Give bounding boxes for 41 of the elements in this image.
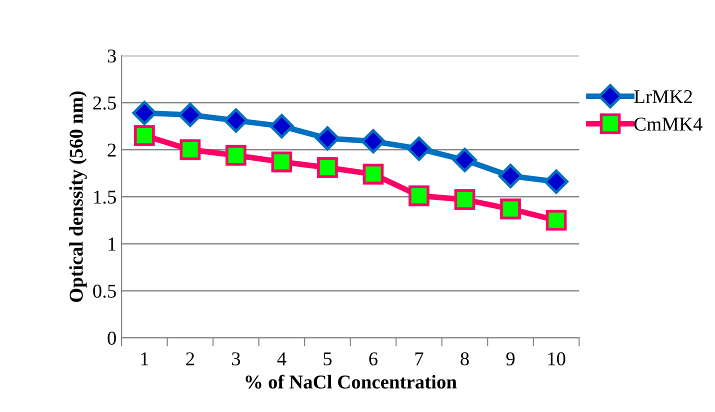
x-axis-title: % of NaCl Concentration bbox=[246, 374, 457, 389]
x-tick-label: 6 bbox=[369, 352, 378, 366]
point bbox=[132, 100, 157, 126]
point bbox=[408, 185, 430, 206]
point bbox=[224, 108, 248, 133]
y-tick-label: 0 bbox=[108, 332, 116, 345]
point bbox=[546, 210, 567, 231]
point bbox=[226, 144, 246, 166]
point bbox=[271, 152, 292, 172]
y-tick-label: 3 bbox=[108, 49, 116, 63]
point bbox=[317, 157, 338, 178]
point bbox=[362, 164, 384, 185]
y-tick-label: 1.5 bbox=[94, 190, 116, 204]
point bbox=[452, 148, 477, 172]
point bbox=[406, 136, 432, 161]
y-tick-label: 2 bbox=[108, 144, 116, 156]
x-tick-label: 4 bbox=[277, 352, 286, 366]
point bbox=[544, 169, 568, 194]
point bbox=[361, 129, 386, 154]
point bbox=[180, 139, 201, 160]
y-axis-title: Optical denssity (560 nm) bbox=[69, 91, 87, 302]
point bbox=[498, 164, 523, 188]
x-tick-label: 3 bbox=[232, 352, 240, 366]
x-tick-label: 9 bbox=[506, 352, 515, 366]
x-tick-label: 5 bbox=[324, 352, 332, 366]
x-tick-label: 8 bbox=[460, 352, 469, 366]
point bbox=[178, 102, 202, 128]
point bbox=[500, 198, 521, 220]
x-tick-label: 10 bbox=[548, 352, 566, 366]
y-tick-label: 1 bbox=[108, 238, 116, 251]
point bbox=[454, 189, 476, 210]
x-tick-label: 2 bbox=[186, 352, 194, 366]
point bbox=[315, 126, 340, 151]
x-tick-label: 7 bbox=[415, 352, 424, 366]
legend-label: LrMK2 bbox=[634, 90, 692, 104]
legend-label: CmMK4 bbox=[634, 118, 702, 131]
y-tick-label: 0.5 bbox=[93, 284, 116, 298]
point bbox=[134, 125, 155, 146]
x-tick-label: 1 bbox=[141, 352, 148, 366]
point bbox=[270, 114, 294, 138]
y-tick-label: 2.5 bbox=[93, 96, 116, 110]
